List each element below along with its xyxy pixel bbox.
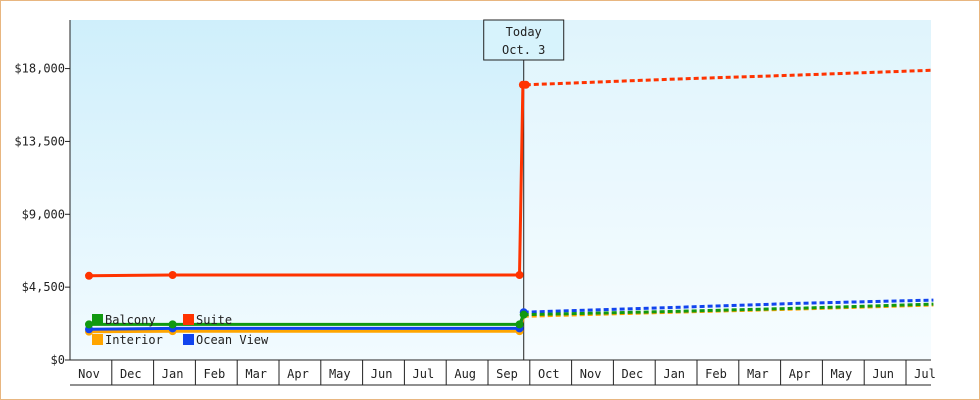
data-point [521,80,530,89]
y-tick-label: $13,500 [14,134,65,148]
legend-label: Interior [105,333,163,347]
y-tick-label: $18,000 [14,62,65,76]
x-tick-label: Oct [538,367,560,381]
x-tick-label: May [831,367,853,381]
forecast-line-suite [525,68,934,87]
x-tick-label: Mar [245,367,267,381]
x-tick-label: Jun [371,367,393,381]
x-tick-label: Feb [204,367,226,381]
legend-swatch [92,334,103,345]
data-point [85,320,93,329]
forecast-line-balcony [523,302,934,317]
x-tick-label: Apr [287,367,309,381]
data-point [519,310,528,319]
series-line-balcony [89,314,526,326]
legend: Balcony Suite Interior Ocean View [92,313,269,347]
x-tick-label: Jan [663,367,685,381]
x-axis: Nov Dec Jan Feb Mar Apr May Jun Jul Aug Sep Oct Nov D… [70,359,936,386]
legend-swatch [183,314,194,325]
x-tick-label: Jan [162,367,184,381]
x-tick-label: Sep [496,367,518,381]
series-group [85,68,934,336]
today-marker: Today Oct. 3 [483,19,565,360]
data-point [168,271,177,279]
plot-background [70,20,931,360]
data-point [85,271,93,280]
x-tick-label: Mar [747,367,769,381]
y-tick-label: $4,500 [22,280,65,294]
x-tick-label: Nov [580,367,602,381]
today-box [483,19,565,61]
x-tick-label: Dec [622,367,644,381]
today-date: Oct. 3 [502,43,545,57]
x-tick-label: Dec [120,367,142,381]
data-point [168,320,177,329]
legend-label: Suite [196,313,232,327]
x-tick-label: Apr [789,367,811,381]
x-tick-label: Jun [872,367,894,381]
y-tick-label: $0 [51,353,65,367]
x-tick-label: Jul [413,367,435,381]
x-tick-label: Jul [914,367,936,381]
legend-label: Ocean View [196,333,269,347]
data-point [515,271,524,279]
data-point [515,320,524,329]
y-tick-label: $9,000 [22,207,65,221]
y-axis: $0 $4,500 $9,000 $13,500 $18,000 [14,20,71,367]
legend-swatch [183,334,194,345]
legend-swatch [92,314,103,325]
forecast-line-ocean-view [523,298,934,314]
x-tick-label: Feb [705,367,727,381]
legend-label: Balcony [105,313,156,327]
x-tick-label: May [329,367,351,381]
x-tick-label: Nov [78,367,100,381]
today-label: Today [506,25,542,39]
x-tick-label: Aug [454,367,476,381]
